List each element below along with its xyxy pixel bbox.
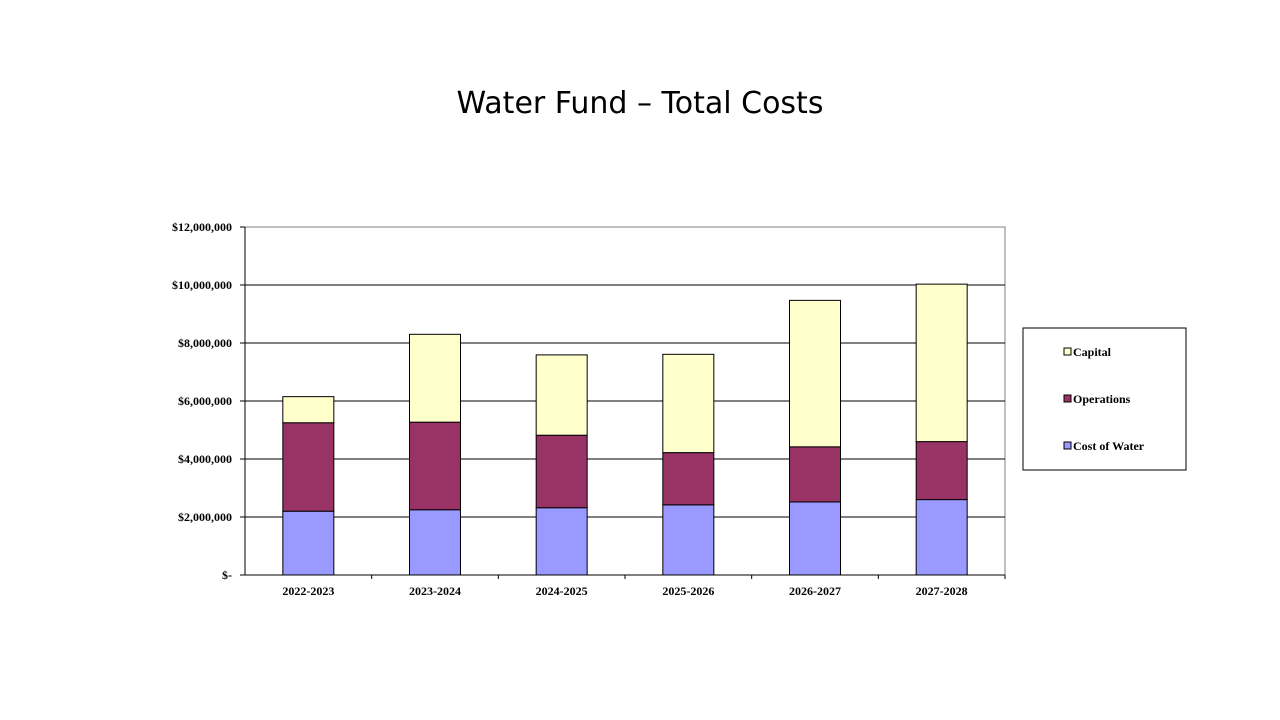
- legend-label: Operations: [1073, 392, 1131, 406]
- bar-segment: [535, 354, 588, 436]
- legend-swatch: [1063, 347, 1072, 356]
- x-tick-label: 2025-2026: [662, 584, 714, 598]
- x-tick-label: 2022-2023: [282, 584, 334, 598]
- legend: Capital Operations Cost of Water: [1022, 327, 1187, 471]
- legend-swatch: [1063, 394, 1072, 403]
- legend-label: Cost of Water: [1073, 439, 1145, 453]
- y-tick-label: $6,000,000: [178, 394, 232, 408]
- bar-segment: [915, 499, 968, 576]
- plot-area: [244, 226, 1006, 576]
- bar-segment: [282, 422, 335, 512]
- bar-segment: [535, 507, 588, 576]
- y-tick-label: $4,000,000: [178, 452, 232, 466]
- chart-title: Water Fund – Total Costs: [456, 86, 824, 121]
- bar-segment: [789, 299, 841, 448]
- legend-label: Capital: [1073, 345, 1112, 359]
- y-tick-label: $-: [222, 568, 232, 582]
- y-tick-label: $8,000,000: [178, 336, 232, 350]
- bars: [282, 283, 968, 576]
- bar-segment: [915, 441, 968, 501]
- bar-segment: [789, 446, 841, 503]
- bar-segment: [535, 434, 588, 509]
- bar-segment: [282, 510, 335, 576]
- bar-segment: [409, 333, 461, 423]
- x-tick-label: 2026-2027: [789, 584, 841, 598]
- y-tick-label: $10,000,000: [172, 278, 232, 292]
- bar-segment: [409, 509, 461, 576]
- legend-swatch: [1063, 441, 1072, 450]
- bar-segment: [662, 452, 715, 506]
- y-tick-label: $12,000,000: [172, 220, 232, 234]
- x-axis: 2022-2023 2023-2024 2024-2025 2025-2026 2026…: [245, 574, 1006, 598]
- y-axis: $- $2,000,000 $4,000,000 $6,000,000 $8,000,0…: [172, 220, 246, 582]
- y-tick-label: $2,000,000: [178, 510, 232, 524]
- x-tick-label: 2027-2028: [916, 584, 968, 598]
- x-tick-label: 2023-2024: [409, 584, 461, 598]
- bar-segment: [789, 501, 841, 576]
- legend-box: [1022, 327, 1187, 471]
- bar-segment: [915, 283, 968, 443]
- bar-segment: [409, 421, 461, 511]
- bar-segment: [662, 353, 715, 454]
- bar-segment: [662, 504, 715, 576]
- bar-segment: [282, 396, 335, 424]
- x-tick-label: 2024-2025: [536, 584, 588, 598]
